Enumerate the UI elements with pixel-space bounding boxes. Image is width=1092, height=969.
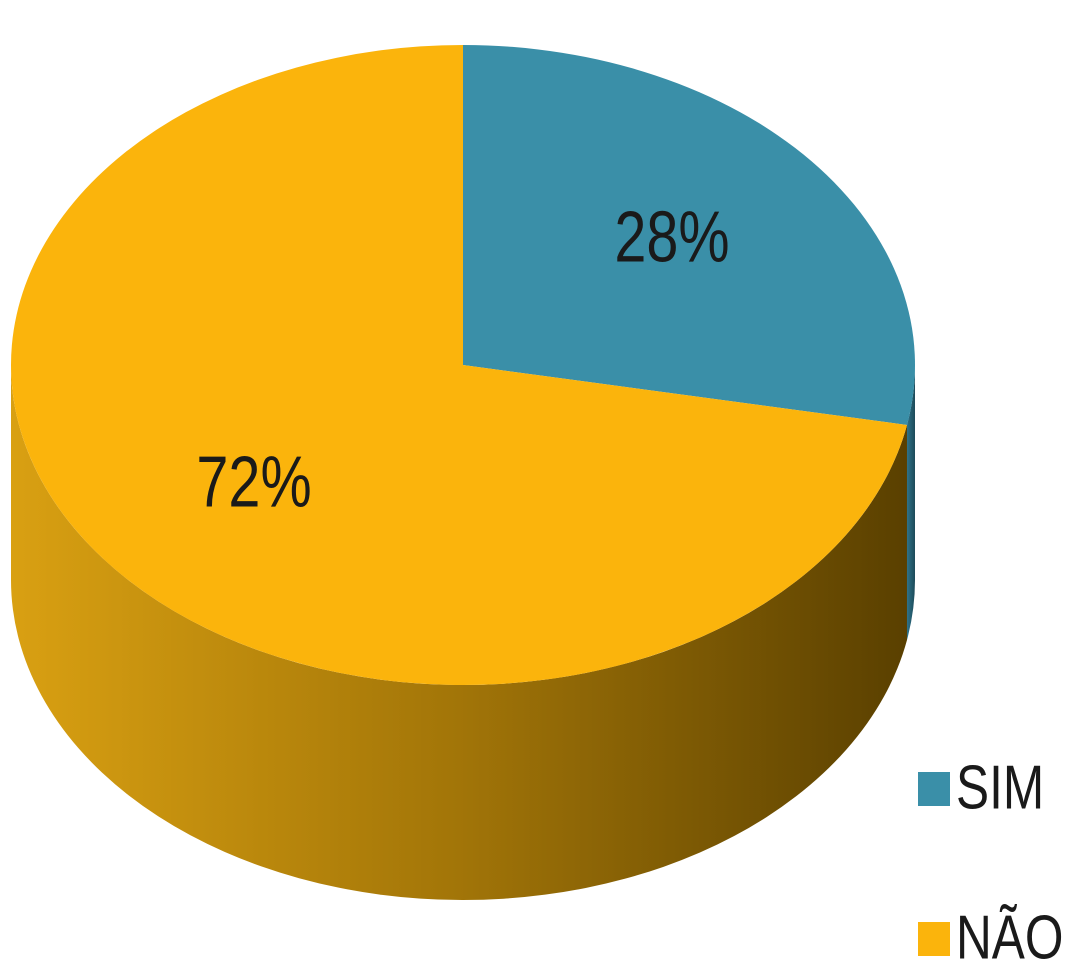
legend-swatch — [918, 922, 950, 956]
slice — [11, 45, 907, 686]
data-label: 72% — [196, 441, 311, 522]
slice — [463, 45, 916, 425]
legend-label: SIM — [956, 752, 1044, 822]
legend-label: NÃO — [956, 902, 1063, 969]
slice-side — [906, 365, 915, 640]
slice-side — [11, 365, 907, 900]
legend-swatch — [918, 772, 950, 806]
data-label: 28% — [614, 196, 729, 277]
